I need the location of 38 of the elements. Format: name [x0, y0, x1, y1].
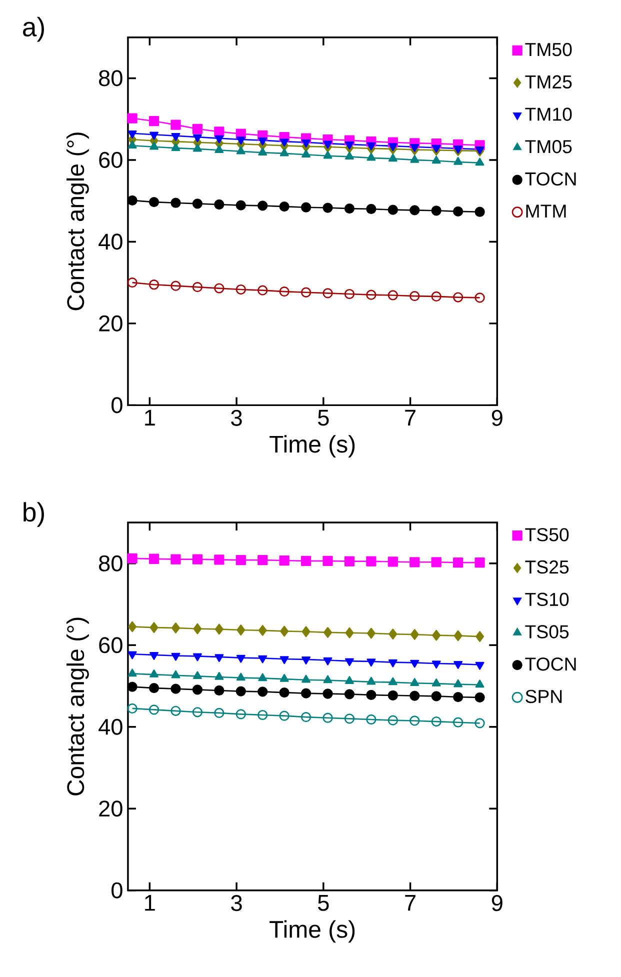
- y-axis-title: Contact angle (°): [66, 618, 89, 796]
- legend-label: TM10: [525, 108, 572, 121]
- legend-label: TS50: [525, 528, 569, 542]
- y-tick-label: 0: [111, 397, 122, 414]
- legend-label: TS05: [525, 625, 569, 638]
- y-tick-label: 60: [99, 152, 122, 168]
- legend-label: TOCN: [525, 658, 576, 671]
- x-tick-label: 1: [145, 410, 155, 426]
- y-tick-label: 20: [99, 315, 122, 332]
- x-tick-label: 1: [145, 895, 155, 911]
- y-tick-label: 20: [99, 800, 122, 817]
- y-tick-label: 40: [98, 234, 122, 250]
- legend-label: TS25: [525, 560, 569, 574]
- legend-label: SPN: [526, 690, 562, 704]
- x-axis-title: Time (s): [270, 435, 355, 458]
- x-tick-label: 7: [405, 410, 416, 426]
- x-tick-label: 5: [318, 410, 329, 426]
- y-axis-title: Contact angle (°): [66, 132, 89, 310]
- legend-label: TS10: [525, 592, 569, 606]
- x-tick-label: 9: [492, 410, 502, 426]
- x-tick-label: 3: [231, 410, 242, 426]
- y-tick-label: 40: [98, 718, 122, 735]
- y-tick-label: 80: [98, 555, 122, 572]
- chart-title: b): [24, 502, 44, 527]
- x-tick-label: 9: [492, 895, 502, 912]
- x-tick-label: 7: [405, 895, 416, 911]
- x-tick-label: 5: [318, 895, 329, 911]
- x-tick-label: 3: [231, 895, 242, 912]
- legend-label: TM05: [525, 140, 572, 154]
- chart-title: a): [22, 16, 44, 42]
- y-tick-label: 0: [111, 882, 122, 898]
- legend-label: TM50: [525, 42, 572, 56]
- legend-label: TM25: [525, 75, 572, 89]
- legend-label: TOCN: [525, 172, 576, 186]
- y-tick-label: 60: [99, 637, 122, 654]
- legend-label: MTM: [526, 204, 566, 218]
- x-axis-title: Time (s): [270, 920, 355, 943]
- y-tick-label: 80: [98, 70, 122, 86]
